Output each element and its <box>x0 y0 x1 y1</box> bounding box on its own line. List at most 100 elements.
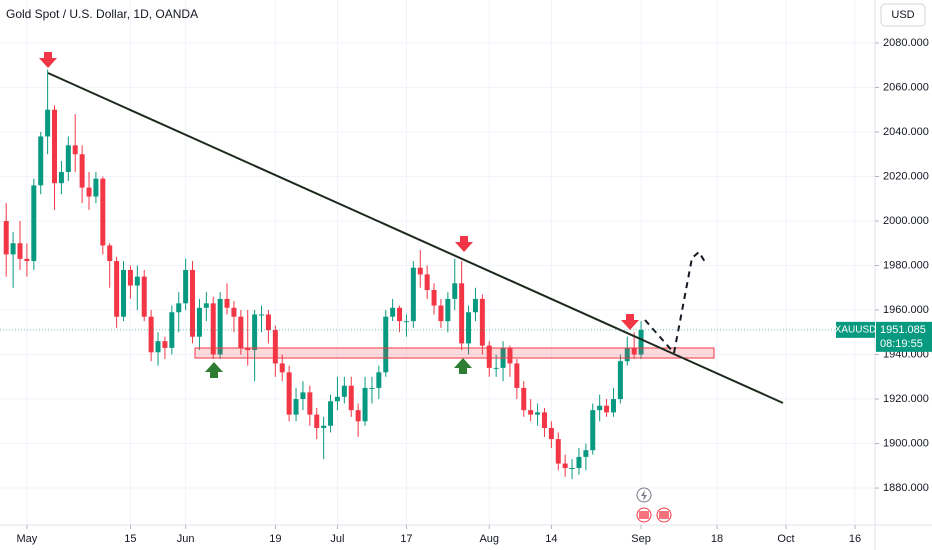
candles <box>3 69 644 480</box>
candle-body <box>100 178 106 246</box>
x-tick-label: 15 <box>124 533 136 545</box>
candle-body <box>610 399 616 413</box>
candle-body <box>265 314 271 331</box>
candle-body <box>597 405 603 411</box>
candle-body <box>141 276 147 317</box>
candle-body <box>555 439 561 464</box>
flag-glyph <box>659 511 669 519</box>
candle-body <box>148 316 154 353</box>
candle-body <box>314 414 320 428</box>
candle-body <box>217 298 223 355</box>
x-tick-label: Oct <box>777 533 794 545</box>
candle-body <box>583 450 589 457</box>
candle-body <box>590 410 596 451</box>
candle-body <box>390 307 396 317</box>
chart-title: Gold Spot / U.S. Dollar, 1D, OANDA <box>6 7 198 21</box>
down-arrow[interactable] <box>455 236 473 252</box>
candle-body <box>196 307 202 337</box>
up-arrow[interactable] <box>205 362 223 378</box>
candle-body <box>424 274 430 290</box>
drawings <box>39 52 784 404</box>
candle-body <box>24 258 30 262</box>
candle-body <box>93 178 99 197</box>
candle-body <box>624 347 630 362</box>
y-tick-label: 1920.000 <box>883 393 929 405</box>
support-zone[interactable] <box>194 347 715 359</box>
last-price-badge <box>876 321 932 352</box>
candle-body <box>10 243 16 255</box>
candle-body <box>438 305 444 322</box>
down-arrow[interactable] <box>39 52 57 68</box>
candle-body <box>514 363 520 388</box>
x-tick-label: Aug <box>479 533 499 545</box>
candle-body <box>286 372 292 415</box>
candle-body <box>328 401 334 426</box>
candle-body <box>155 341 161 353</box>
candle-body <box>341 385 347 397</box>
countdown-label: 08:19:55 <box>880 338 923 350</box>
candle-body <box>321 425 327 428</box>
candle-body <box>445 298 451 322</box>
candle-body <box>507 347 513 364</box>
y-tick-label: 1960.000 <box>883 304 929 316</box>
x-tick-label: 14 <box>545 533 557 545</box>
candle-body <box>403 321 409 323</box>
candle-body <box>493 367 499 369</box>
candle-body <box>459 283 465 344</box>
y-tick-label: 2040.000 <box>883 126 929 138</box>
y-tick-label: 2080.000 <box>883 37 929 49</box>
trend-line[interactable] <box>47 72 784 404</box>
y-tick-label: 2000.000 <box>883 215 929 227</box>
candle-body <box>203 303 209 308</box>
candle-body <box>107 245 113 262</box>
candle-body <box>472 298 478 313</box>
currency-button[interactable] <box>880 3 926 27</box>
candle-body <box>245 347 251 351</box>
currency-label: USD <box>891 9 914 21</box>
y-tick-label: 2060.000 <box>883 81 929 93</box>
y-tick-label: 1880.000 <box>883 482 929 494</box>
candle-body <box>631 347 637 355</box>
candle-body <box>72 145 78 155</box>
up-arrow[interactable] <box>454 358 472 374</box>
down-arrow[interactable] <box>621 314 639 330</box>
candle-body <box>45 109 51 137</box>
y-tick-label: 1980.000 <box>883 259 929 271</box>
x-tick-label: 17 <box>400 533 412 545</box>
candle-body <box>183 269 189 304</box>
candle-body <box>576 456 582 469</box>
candle-body <box>190 269 196 337</box>
candle-body <box>638 329 644 355</box>
candle-body <box>58 172 64 184</box>
symbol-label: XAUUSD <box>835 324 877 335</box>
projection-path[interactable] <box>644 250 706 356</box>
candle-body <box>535 412 541 415</box>
candle-body <box>617 361 623 400</box>
candle-body <box>334 396 340 402</box>
candle-body <box>52 109 58 184</box>
event-icons <box>636 487 672 523</box>
candle-body <box>3 220 9 255</box>
candle-body <box>224 298 230 308</box>
candle-body <box>528 410 534 415</box>
axes: 1880.0001900.0001920.0001940.0001960.000… <box>0 37 932 545</box>
y-tick-label: 1900.000 <box>883 437 929 449</box>
candle-body <box>293 399 299 415</box>
candle-body <box>348 385 354 411</box>
candle-body <box>466 312 472 344</box>
candle-body <box>486 345 492 368</box>
x-tick-label: 19 <box>269 533 281 545</box>
candle-body <box>65 145 71 173</box>
symbol-badge <box>836 321 875 338</box>
candle-body <box>134 276 140 286</box>
candle-body <box>162 341 168 348</box>
x-tick-label: Jun <box>177 533 195 545</box>
candle-body <box>410 267 416 322</box>
candle-body <box>176 303 182 313</box>
candle-body <box>300 392 306 400</box>
x-tick-label: 16 <box>849 533 861 545</box>
candle-body <box>114 261 120 317</box>
candle-body <box>383 316 389 373</box>
y-tick-label: 2020.000 <box>883 170 929 182</box>
